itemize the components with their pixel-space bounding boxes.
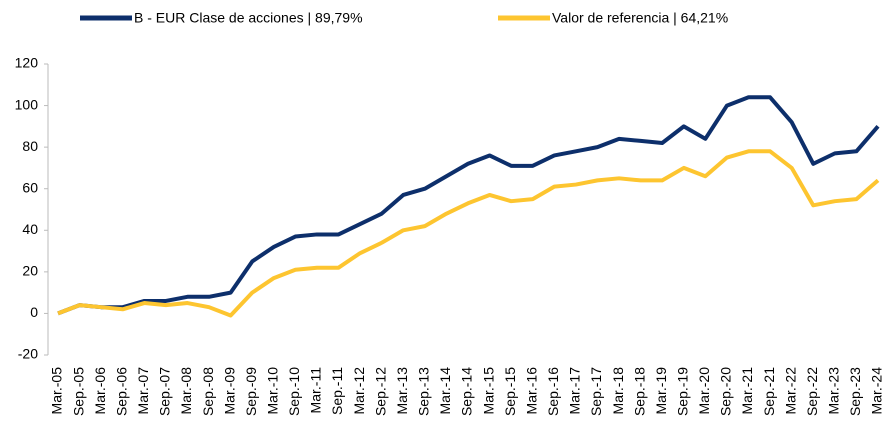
x-tick-label: Sep.-23 (847, 367, 863, 416)
x-tick-label: Mar.-17 (567, 367, 583, 415)
legend-label: Valor de referencia | 64,21% (552, 10, 728, 26)
x-tick-label: Sep.-15 (502, 367, 518, 416)
x-tick-label: Sep.-09 (243, 367, 259, 416)
x-tick-label: Mar.-16 (523, 367, 539, 415)
x-tick-label: Sep.-20 (718, 367, 734, 416)
x-tick-label: Mar.-20 (696, 367, 712, 415)
x-tick-label: Mar.-11 (308, 367, 324, 414)
x-tick-label: Sep.-17 (588, 367, 604, 416)
x-tick-label: Mar.-05 (49, 367, 65, 415)
x-tick-label: Mar.-08 (178, 367, 194, 415)
x-tick-label: Mar.-12 (351, 367, 367, 415)
y-tick-label: 60 (22, 179, 38, 195)
x-tick-label: Sep.-05 (70, 367, 86, 416)
x-tick-label: Sep.-12 (372, 367, 388, 416)
x-tick-label: Mar.-09 (221, 367, 237, 415)
y-tick-label: 120 (15, 55, 39, 71)
x-tick-label: Sep.-19 (674, 367, 690, 416)
x-tick-label: Sep.-16 (545, 367, 561, 416)
x-tick-label: Mar.-19 (653, 367, 669, 415)
series-line (57, 95, 880, 316)
x-tick-label: Mar.-23 (826, 367, 842, 415)
x-tick-label: Sep.-06 (113, 367, 129, 416)
x-tick-label: Sep.-11 (329, 367, 345, 415)
y-tick-label: 100 (15, 96, 39, 112)
x-tick-label: Mar.-06 (92, 367, 108, 415)
x-tick-label: Sep.-13 (416, 367, 432, 416)
x-tick-label: Sep.-18 (631, 367, 647, 416)
x-tick-label: Sep.-22 (804, 367, 820, 416)
x-tick-label: Mar.-24 (869, 367, 884, 415)
x-tick-label: Sep.-07 (157, 367, 173, 416)
x-tick-label: Sep.-10 (286, 367, 302, 416)
x-tick-label: Mar.-22 (782, 367, 798, 415)
y-tick-label: 0 (30, 304, 38, 320)
x-tick-label: Mar.-07 (135, 367, 151, 415)
x-tick-label: Sep.-21 (761, 367, 777, 416)
x-tick-label: Mar.-21 (739, 367, 755, 415)
legend-label: B - EUR Clase de acciones | 89,79% (134, 10, 363, 26)
x-tick-label: Mar.-18 (610, 367, 626, 415)
x-tick-label: Mar.-14 (437, 367, 453, 415)
x-tick-label: Mar.-13 (394, 367, 410, 415)
x-tick-label: Sep.-08 (200, 367, 216, 416)
y-tick-label: 80 (22, 138, 38, 154)
y-tick-label: 40 (22, 221, 38, 237)
series-line (57, 149, 880, 318)
y-tick-label: 20 (22, 263, 38, 279)
y-tick-label: -20 (18, 346, 38, 362)
x-tick-label: Mar.-10 (264, 367, 280, 415)
x-tick-label: Sep.-14 (459, 367, 475, 416)
x-tick-label: Mar.-15 (480, 367, 496, 415)
